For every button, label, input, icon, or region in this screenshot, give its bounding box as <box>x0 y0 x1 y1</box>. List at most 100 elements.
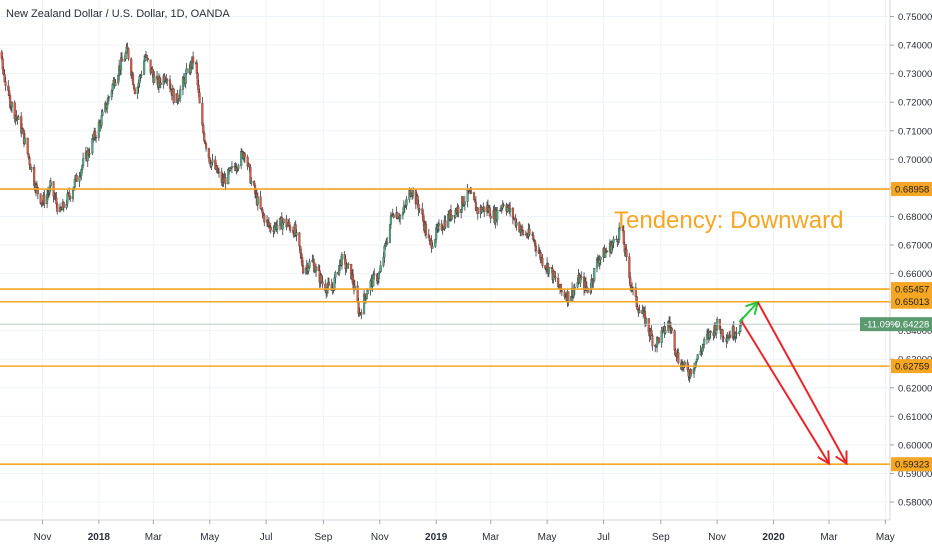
candle <box>127 47 130 61</box>
candle <box>580 271 583 281</box>
price-axis-label: 0.71000 <box>898 126 932 137</box>
candle <box>101 109 104 117</box>
candle <box>185 62 188 75</box>
time-axis-label: Nov <box>371 532 389 543</box>
candle <box>373 268 376 280</box>
time-axis-label: Mar <box>145 532 163 543</box>
candle <box>560 289 563 296</box>
current-price-change: -11.09% <box>864 320 899 331</box>
candle-body <box>463 201 466 205</box>
level-price-tag: 0.65457 <box>891 282 932 297</box>
candle-body <box>237 165 240 169</box>
candle-body <box>392 214 395 218</box>
candle <box>289 224 292 233</box>
candle <box>522 229 525 237</box>
candle <box>483 206 486 218</box>
candle <box>269 222 272 234</box>
candle-body <box>56 203 59 212</box>
candle <box>612 235 615 249</box>
candle-body <box>644 318 648 325</box>
candle-body <box>276 225 279 230</box>
price-axis-label: 0.70000 <box>898 155 932 166</box>
candle-body <box>560 290 563 293</box>
candle-body <box>269 226 272 231</box>
candle-body <box>69 196 72 200</box>
candle-body <box>735 332 738 334</box>
candle-body <box>314 266 318 272</box>
candle-body <box>17 116 20 120</box>
candle-body <box>696 354 699 360</box>
candle-body <box>412 190 415 196</box>
price-axis-label: 0.64000 <box>898 326 932 337</box>
candle-body <box>71 189 75 200</box>
candle-body <box>683 361 686 365</box>
candle <box>153 71 156 84</box>
level-price-tag: 0.59323 <box>891 457 932 472</box>
candle <box>703 336 706 349</box>
current-price-tag-bg <box>860 317 932 332</box>
candle-body <box>308 261 311 268</box>
time-axis-label: Sep <box>315 532 333 543</box>
time-axis-label: 2019 <box>425 532 448 543</box>
price-axis-label: 0.59000 <box>898 469 932 480</box>
candle <box>211 153 214 166</box>
candle-body <box>554 276 557 279</box>
candle-body <box>243 153 246 158</box>
candle <box>56 201 59 215</box>
candle-body <box>43 195 46 205</box>
candle-body <box>153 75 156 83</box>
time-axis-label: Nov <box>708 532 726 543</box>
candle-body <box>547 267 550 274</box>
candle <box>159 77 162 89</box>
time-axis-label: May <box>200 532 219 543</box>
candle-body <box>365 293 368 299</box>
candle-body <box>211 159 214 163</box>
candle <box>192 51 195 70</box>
candle <box>327 277 331 287</box>
candle-body <box>172 88 175 103</box>
candle <box>224 173 227 191</box>
trend-arrow-line <box>741 321 830 464</box>
candle-body <box>476 207 479 214</box>
candle-body <box>629 277 632 286</box>
price-axis-label: 0.74000 <box>898 41 932 52</box>
candle-body <box>100 115 103 126</box>
candle-body <box>515 222 518 226</box>
candle-body <box>107 96 111 99</box>
candle-body <box>726 337 729 342</box>
candle <box>340 252 343 270</box>
candle <box>230 161 233 174</box>
candle-body <box>379 265 382 272</box>
candle-body <box>166 79 169 81</box>
candle-body <box>198 92 201 104</box>
candle-body <box>28 157 31 165</box>
price-axis-label: 0.58000 <box>898 498 932 509</box>
candle-body <box>39 193 42 204</box>
candle <box>515 218 518 231</box>
candle <box>360 308 363 320</box>
candle-body <box>638 310 641 313</box>
candle-body <box>114 82 117 86</box>
candle-body <box>295 232 298 236</box>
candle <box>722 335 725 343</box>
candle-body <box>23 137 26 144</box>
level-price-tag-bg <box>891 294 932 309</box>
candle <box>217 167 221 178</box>
candle-body <box>677 352 680 364</box>
candle <box>386 236 389 246</box>
candle-body <box>327 282 331 286</box>
candle <box>547 267 550 277</box>
candle <box>243 152 246 164</box>
candle-body <box>143 60 146 75</box>
candle-body <box>256 196 259 205</box>
candle-body <box>729 334 732 338</box>
price-axis-label: 0.67000 <box>898 241 932 252</box>
level-price-tag-bg <box>891 282 932 297</box>
price-axis-label: 0.60000 <box>898 440 932 451</box>
time-axis-label: Jul <box>597 532 610 543</box>
candle-body <box>185 68 188 74</box>
trend-arrow-line <box>756 301 848 464</box>
candle <box>437 219 441 232</box>
level-price-tag-label: 0.65013 <box>895 297 929 308</box>
